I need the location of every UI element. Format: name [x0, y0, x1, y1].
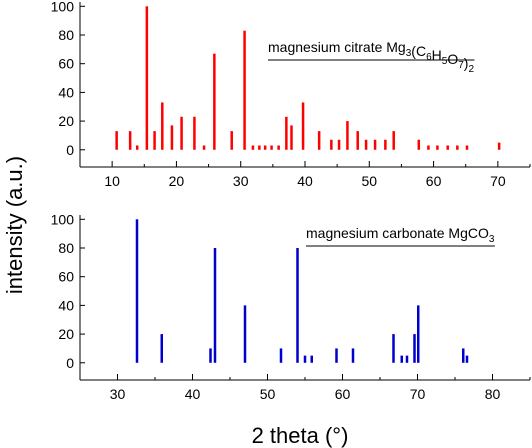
bar: [465, 145, 469, 150]
bar: [364, 139, 368, 150]
x-tick-label: 70: [490, 173, 506, 189]
bar: [285, 116, 288, 150]
bar: [456, 145, 459, 150]
x-tick-label: 60: [335, 386, 351, 402]
bar: [115, 131, 118, 150]
x-tick-label: 30: [110, 386, 126, 402]
bar: [427, 145, 430, 150]
y-tick-label: 80: [58, 240, 74, 256]
x-tick-label: 40: [297, 173, 313, 189]
bar: [356, 131, 359, 150]
bar: [296, 248, 299, 363]
y-tick-label: 100: [51, 0, 75, 14]
y-tick-label: 60: [58, 56, 74, 72]
x-tick-label: 50: [361, 173, 377, 189]
panel-magnesium-citrate: 0 20 40 60 80 100 10 20 30 40 50 60 70 magnesium citr…: [51, 0, 531, 189]
bar: [243, 30, 246, 150]
bar: [497, 142, 501, 150]
bar: [413, 334, 416, 363]
bar: [462, 348, 465, 363]
bar: [417, 305, 420, 363]
x-tick-label: 60: [426, 173, 442, 189]
y-tick-label: 20: [58, 113, 74, 129]
bar: [465, 355, 469, 363]
bar: [303, 355, 307, 363]
bar: [202, 145, 206, 150]
x-tick-label: 70: [410, 386, 426, 402]
bar: [330, 139, 333, 150]
bar: [392, 131, 395, 150]
bar: [263, 145, 267, 150]
bar: [405, 355, 409, 363]
x-tick-label: 30: [233, 173, 249, 189]
panel-magnesium-carbonate: 0 20 40 60 80 100 30 40 50 60 70 80 magnesium carbon…: [51, 211, 531, 402]
bar: [213, 248, 217, 363]
bar: [170, 125, 174, 150]
y-tick-label: 40: [58, 84, 74, 100]
x-tick-label: 40: [185, 386, 201, 402]
y-tick-label: 20: [58, 326, 74, 342]
x-tick-label: 20: [169, 173, 185, 189]
bar: [258, 145, 261, 150]
bar: [135, 219, 139, 363]
x-tick-label: 80: [485, 386, 501, 402]
bar: [392, 334, 395, 363]
bar: [193, 116, 196, 150]
bar: [335, 348, 338, 363]
y-tick-label: 40: [58, 297, 74, 313]
bar: [301, 102, 305, 150]
x-tick-label: 50: [260, 386, 276, 402]
bar: [337, 139, 341, 150]
y-tick-label: 0: [66, 355, 74, 371]
bar: [135, 145, 139, 150]
bar: [279, 348, 283, 363]
bar: [310, 355, 313, 363]
bar: [277, 145, 280, 150]
bar: [145, 6, 149, 150]
bar: [351, 348, 355, 363]
panel-label: magnesium citrate Mg3(C6H5O7)2: [268, 39, 474, 75]
bar: [446, 145, 449, 150]
bar: [373, 139, 377, 150]
bar: [317, 131, 321, 150]
bar: [436, 145, 439, 150]
bar: [160, 334, 163, 363]
bar: [251, 145, 255, 150]
bar: [209, 348, 212, 363]
bar: [153, 131, 156, 150]
bar: [230, 131, 233, 150]
bar: [384, 139, 387, 150]
y-tick-label: 100: [51, 211, 75, 227]
bar: [213, 53, 216, 150]
bar: [180, 116, 183, 150]
y-tick-label: 80: [58, 27, 74, 43]
bar: [290, 125, 293, 150]
bar: [161, 102, 164, 150]
bar: [400, 355, 403, 363]
x-axis-title: 2 theta (°): [252, 423, 349, 448]
x-tick-label: 10: [104, 173, 120, 189]
y-axis-title: intensity (a.u.): [2, 156, 27, 294]
panel-label: magnesium carbonate MgCO3: [306, 225, 495, 245]
bar: [417, 139, 421, 150]
bar: [346, 121, 349, 150]
bar: [270, 145, 273, 150]
bar: [128, 131, 132, 150]
y-tick-label: 0: [66, 142, 74, 158]
bar: [243, 305, 247, 363]
y-tick-label: 60: [58, 269, 74, 285]
